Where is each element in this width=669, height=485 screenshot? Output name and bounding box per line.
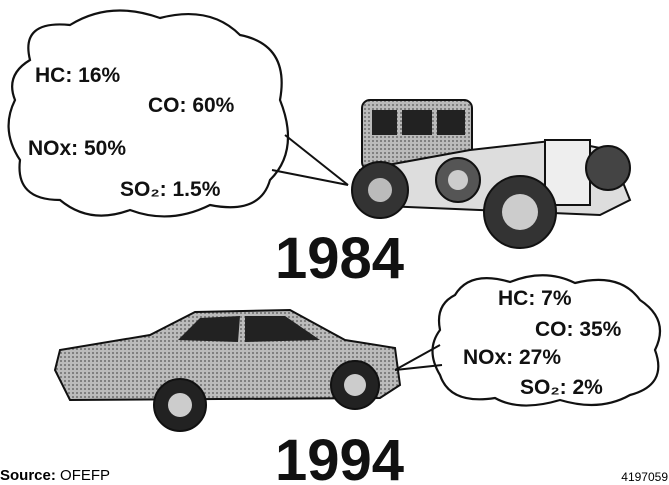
- modern-car: [55, 310, 400, 431]
- emission-label: SO₂: 2%: [520, 376, 603, 399]
- year-label: 1984: [275, 226, 404, 291]
- figure-id: 4197059: [621, 470, 668, 484]
- emission-label: NOx: 27%: [463, 346, 561, 369]
- emission-label: CO: 60%: [148, 94, 235, 117]
- emission-label: HC: 7%: [498, 287, 572, 310]
- source: Source: OFEFP: [0, 467, 110, 484]
- year-label: 1994: [275, 428, 404, 485]
- emission-label: HC: 16%: [35, 64, 121, 87]
- source-label: Source:: [0, 467, 56, 484]
- emission-label: NOx: 50%: [28, 137, 126, 160]
- emission-label: CO: 35%: [535, 318, 622, 341]
- source-value: OFEFP: [60, 467, 110, 484]
- emissions-illustration: HC: 16% CO: 60% NOx: 50% SO₂: 1.5% 1984 …: [0, 0, 669, 485]
- emission-label: SO₂: 1.5%: [120, 178, 221, 201]
